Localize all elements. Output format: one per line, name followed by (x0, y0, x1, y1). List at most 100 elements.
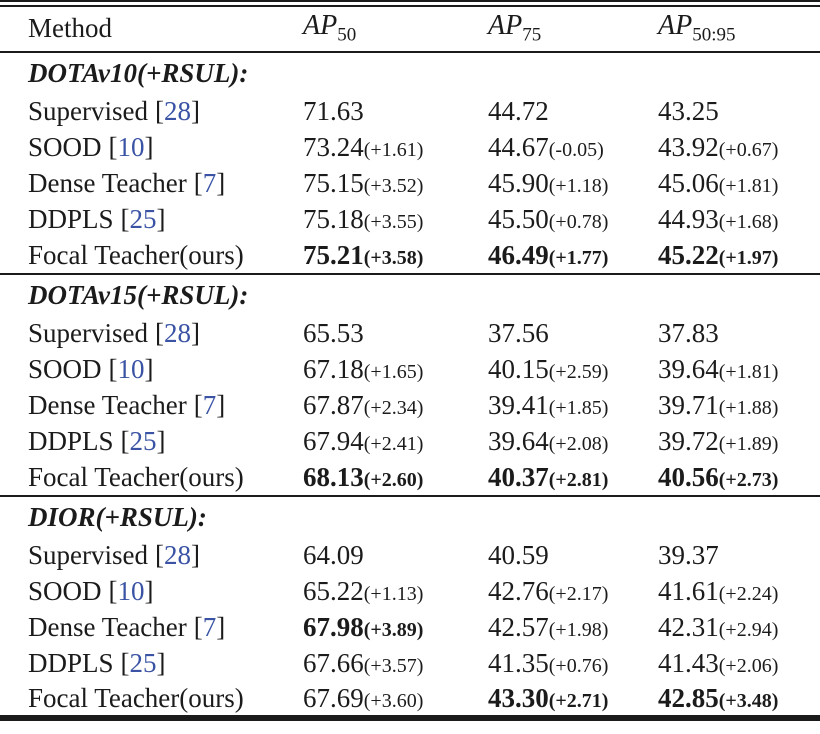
ap75-cell: 39.64(+2.08) (488, 424, 658, 460)
table-row: Dense Teacher7 67.87(+2.34) 39.41(+1.85)… (0, 388, 820, 424)
table-row: Dense Teacher7 75.15(+3.52) 45.90(+1.18)… (0, 166, 820, 202)
section-header-row: DOTAv10(+RSUL): (0, 52, 820, 94)
method-label: Supervised (28, 540, 148, 570)
citation-link[interactable]: 25 (121, 648, 166, 678)
ap75-cell: 40.15(+2.59) (488, 352, 658, 388)
citation-link[interactable]: 10 (109, 576, 154, 606)
metric-delta: (+1.85) (548, 397, 609, 419)
section-dotav10: DOTAv10(+RSUL): Supervised28 71.63 44.72… (0, 52, 820, 274)
section-header-row: DIOR(+RSUL): (0, 496, 820, 538)
method-label: SOOD (28, 132, 102, 162)
section-title: DOTAv10(+RSUL): (28, 57, 249, 88)
table-row: DDPLS25 67.94(+2.41) 39.64(+2.08) 39.72(… (0, 424, 820, 460)
metric-value: 43.30 (488, 682, 549, 713)
method-cell: DDPLS25 (0, 202, 303, 238)
method-cell: Supervised28 (0, 538, 303, 574)
metric-value: 40.15 (488, 354, 549, 384)
metric-value: 39.37 (658, 540, 719, 570)
table-row: DDPLS25 67.66(+3.57) 41.35(+0.76) 41.43(… (0, 646, 820, 682)
citation-link[interactable]: 10 (109, 354, 154, 384)
metric-value: 40.56 (658, 461, 719, 492)
metric-subscript: 50:95 (692, 25, 736, 47)
table-row: Focal Teacher(ours) 67.69(+3.60) 43.30(+… (0, 682, 820, 718)
method-label: DDPLS (28, 426, 114, 456)
ap50-95-cell: 41.43(+2.06) (658, 646, 820, 682)
citation-link[interactable]: 25 (121, 204, 166, 234)
section-title: DOTAv15(+RSUL): (28, 279, 249, 310)
metric-value: 75.21 (303, 239, 364, 270)
metric-delta: (+1.65) (363, 361, 424, 383)
citation-link[interactable]: 7 (194, 612, 226, 642)
ap50-cell: 75.15(+3.52) (303, 166, 488, 202)
method-label: Supervised (28, 318, 148, 348)
metric-value: 67.87 (303, 390, 364, 420)
column-header-ap75: AP75 (488, 4, 658, 52)
metric-value: 67.66 (303, 648, 364, 678)
citation-link[interactable]: 25 (121, 426, 166, 456)
method-label: Focal Teacher(ours) (28, 239, 244, 270)
method-label: Supervised (28, 96, 148, 126)
metric-value: 40.59 (488, 540, 549, 570)
ap50-cell: 68.13(+2.60) (303, 460, 488, 496)
method-cell: SOOD10 (0, 574, 303, 610)
metric-delta: (-0.05) (548, 139, 604, 161)
metric-value: 37.56 (488, 318, 549, 348)
ap75-cell: 45.90(+1.18) (488, 166, 658, 202)
metric-delta: (+3.58) (363, 246, 424, 269)
method-cell: DDPLS25 (0, 646, 303, 682)
citation-link[interactable]: 7 (194, 390, 226, 420)
method-label: DDPLS (28, 648, 114, 678)
ap50-95-cell: 39.71(+1.88) (658, 388, 820, 424)
ap50-95-cell: 42.31(+2.94) (658, 610, 820, 646)
table-row: Dense Teacher7 67.98(+3.89) 42.57(+1.98)… (0, 610, 820, 646)
metric-delta: (+0.76) (548, 655, 609, 677)
metric-delta: (+1.81) (718, 175, 779, 197)
metric-delta: (+1.88) (718, 397, 779, 419)
citation-link[interactable]: 28 (155, 318, 200, 348)
table-row: Focal Teacher(ours) 68.13(+2.60) 40.37(+… (0, 460, 820, 496)
metric-delta: (+1.89) (718, 433, 779, 455)
metric-value: 67.98 (303, 612, 364, 642)
ap50-cell: 67.69(+3.60) (303, 682, 488, 718)
ap50-cell: 65.53 (303, 316, 488, 352)
column-header-method: Method (28, 13, 112, 44)
citation-link[interactable]: 28 (155, 540, 200, 570)
method-cell: DDPLS25 (0, 424, 303, 460)
metric-value: 45.22 (658, 239, 719, 270)
method-label: Dense Teacher (28, 390, 187, 420)
ap50-cell: 75.18(+3.55) (303, 202, 488, 238)
method-cell: Supervised28 (0, 316, 303, 352)
metric-value: 42.76 (488, 576, 549, 606)
ap50-cell: 67.94(+2.41) (303, 424, 488, 460)
citation-link[interactable]: 7 (194, 168, 226, 198)
metric-value: 43.25 (658, 96, 719, 126)
metric-value: 44.67 (488, 132, 549, 162)
metric-value: 42.57 (488, 612, 549, 642)
metric-delta: (+1.81) (718, 361, 779, 383)
citation-link[interactable]: 28 (155, 96, 200, 126)
ap50-95-cell: 39.37 (658, 538, 820, 574)
citation-link[interactable]: 10 (109, 132, 154, 162)
metric-delta: (+2.73) (718, 468, 779, 491)
ap50-cell: 67.98(+3.89) (303, 610, 488, 646)
ap75-cell: 40.37(+2.81) (488, 460, 658, 496)
ap50-95-cell: 37.83 (658, 316, 820, 352)
ap50-95-cell: 39.72(+1.89) (658, 424, 820, 460)
metric-value: 67.94 (303, 426, 364, 456)
metric-delta: (+3.55) (363, 211, 424, 233)
metric-value: 39.64 (488, 426, 549, 456)
ap75-cell: 42.76(+2.17) (488, 574, 658, 610)
ap75-cell: 46.49(+1.77) (488, 238, 658, 274)
table-row: SOOD10 65.22(+1.13) 42.76(+2.17) 41.61(+… (0, 574, 820, 610)
column-header-ap50: AP50 (303, 4, 488, 52)
ap75-cell: 40.59 (488, 538, 658, 574)
ap50-cell: 75.21(+3.58) (303, 238, 488, 274)
metric-delta: (+1.98) (548, 619, 609, 641)
metric-delta: (+1.61) (363, 139, 424, 161)
method-cell: Dense Teacher7 (0, 388, 303, 424)
metric-delta: (+2.08) (548, 433, 609, 455)
metric-delta: (+2.24) (718, 583, 779, 605)
method-cell: Focal Teacher(ours) (0, 460, 303, 496)
metric-delta: (+2.60) (363, 468, 424, 491)
